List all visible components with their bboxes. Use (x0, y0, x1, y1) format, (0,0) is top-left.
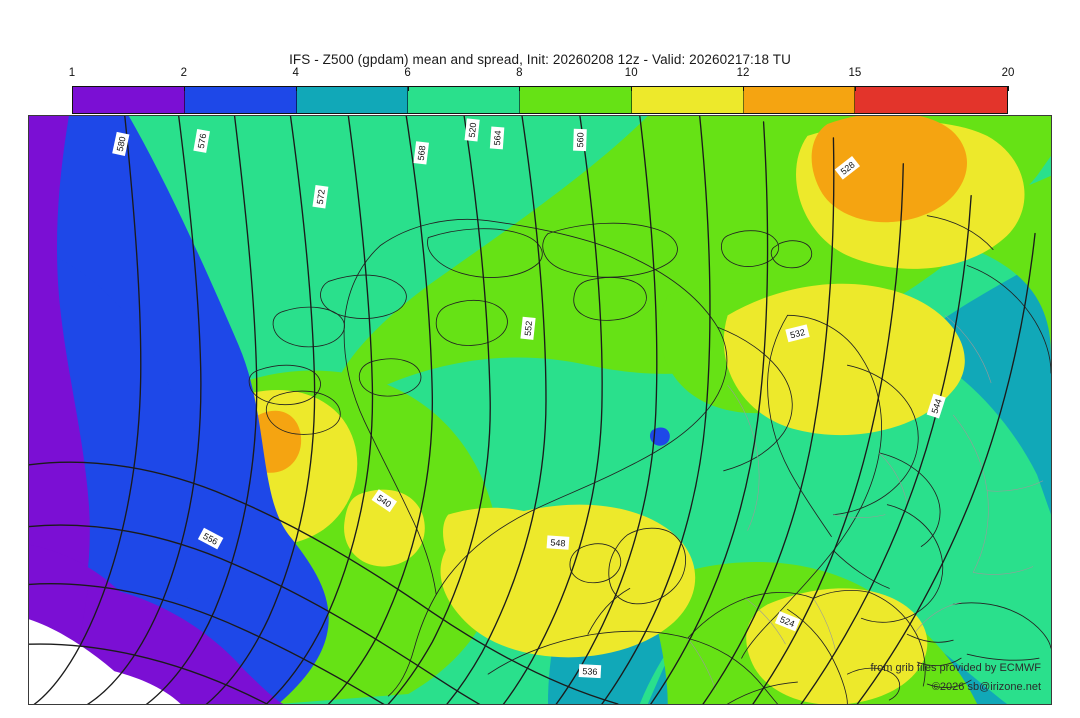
svg-text:544: 544 (930, 397, 944, 414)
contour-label-552: 552 (520, 316, 536, 340)
colorbar-tick-label-20: 20 (1001, 67, 1015, 79)
colorbar-tick-mark-10 (631, 86, 633, 91)
svg-text:520: 520 (467, 122, 479, 138)
svg-text:568: 568 (416, 145, 428, 161)
contour-label-520: 520 (464, 118, 480, 142)
colorbar-tick-label-2: 2 (180, 67, 188, 79)
svg-text:572: 572 (315, 189, 327, 205)
page-title: IFS - Z500 (gpdam) mean and spread, Init… (289, 52, 791, 67)
contour-label-580: 580 (112, 131, 130, 156)
svg-text:548: 548 (550, 537, 566, 548)
colorbar-tick-label-6: 6 (404, 67, 411, 79)
svg-text:564: 564 (492, 130, 503, 146)
svg-text:580: 580 (115, 136, 128, 153)
contour-label-548: 548 (546, 535, 570, 550)
colorbar-tick-label-10: 10 (624, 67, 638, 79)
contour-label-572: 572 (312, 184, 329, 209)
colorbar-tick-mark-8 (519, 86, 521, 91)
colorbar-bands (72, 86, 1008, 114)
contour-label-568: 568 (413, 141, 430, 165)
colorbar-tick-mark-1 (72, 86, 73, 91)
contour-label-536: 536 (578, 664, 602, 679)
colorbar-tick-label-12: 12 (736, 67, 750, 79)
contour-label-544: 544 (926, 393, 946, 419)
map-canvas: 580 576 572 568 564 560 556 552 548 544 540 536 532 5… (29, 116, 1051, 704)
colorbar-tick-label-8: 8 (516, 67, 523, 79)
contour-label-556: 556 (197, 527, 224, 550)
contour-label-560: 560 (573, 128, 587, 152)
colorbar-tick-mark-4 (295, 86, 297, 91)
colorbar-tick-label-15: 15 (848, 67, 862, 79)
colorbar-tick-mark-2 (183, 86, 185, 91)
svg-text:560: 560 (575, 132, 586, 147)
colorbar-tick-mark-12 (743, 86, 745, 91)
colorbar: 1 2 4 6 8 10 12 15 20 (69, 67, 1014, 114)
attribution-copyright: ©2026 sb@irizone.net (931, 681, 1041, 693)
colorbar-band-2-4 (184, 87, 297, 113)
svg-text:576: 576 (196, 133, 208, 149)
contour-label-524: 524 (774, 611, 801, 632)
contour-label-576: 576 (193, 128, 210, 153)
colorbar-band-1-2 (73, 87, 185, 113)
colorbar-tick-mark-6 (407, 86, 409, 91)
colorbar-tick-mark-15 (854, 86, 856, 91)
contour-labels: 580 576 572 568 564 560 556 552 548 544 540 536 532 5… (112, 118, 946, 679)
svg-text:532: 532 (789, 327, 806, 340)
colorbar-tick-label-4: 4 (292, 67, 299, 79)
colorbar-band-15-20 (855, 87, 1007, 113)
colorbar-band-6-8 (408, 87, 521, 113)
contour-label-532: 532 (785, 324, 810, 343)
colorbar-band-10-12 (631, 87, 744, 113)
map-frame[interactable]: 580 576 572 568 564 560 556 552 548 544 540 536 532 5… (28, 115, 1052, 705)
colorbar-band-8-10 (520, 87, 632, 113)
colorbar-tick-mark-20 (1008, 86, 1009, 91)
colorbar-band-4-6 (296, 87, 409, 113)
svg-text:536: 536 (582, 666, 597, 677)
attribution-source: from grib files provided by ECMWF (870, 662, 1041, 674)
contour-label-540: 540 (371, 489, 398, 513)
svg-text:552: 552 (523, 320, 535, 336)
colorbar-tick-label-1: 1 (68, 67, 76, 79)
contour-label-564: 564 (489, 126, 505, 150)
colorbar-band-12-15 (743, 87, 856, 113)
